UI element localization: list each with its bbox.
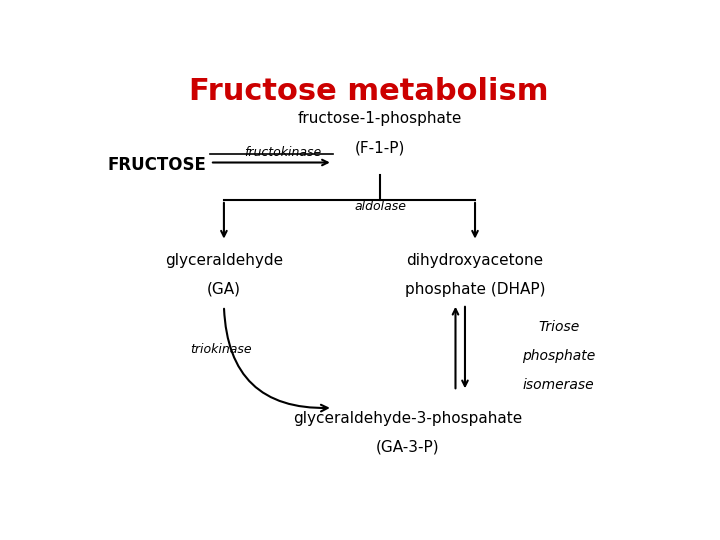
- Text: phosphate: phosphate: [522, 349, 595, 363]
- Text: glyceraldehyde-3-phospahate: glyceraldehyde-3-phospahate: [294, 411, 523, 426]
- Text: (F-1-P): (F-1-P): [355, 140, 405, 156]
- Text: Fructose metabolism: Fructose metabolism: [189, 77, 549, 106]
- Text: fructose-1-phosphate: fructose-1-phosphate: [298, 111, 462, 126]
- Text: (GA-3-P): (GA-3-P): [377, 440, 440, 455]
- Text: glyceraldehyde: glyceraldehyde: [165, 253, 283, 268]
- Text: triokinase: triokinase: [190, 343, 252, 356]
- Text: fructokinase: fructokinase: [244, 146, 321, 159]
- Text: FRUCTOSE: FRUCTOSE: [107, 156, 207, 173]
- Text: Triose: Triose: [538, 320, 580, 334]
- Text: isomerase: isomerase: [523, 378, 595, 392]
- Text: aldolase: aldolase: [354, 200, 406, 213]
- FancyArrowPatch shape: [224, 309, 328, 411]
- Text: phosphate (DHAP): phosphate (DHAP): [405, 282, 545, 297]
- Text: dihydroxyacetone: dihydroxyacetone: [407, 253, 544, 268]
- Text: (GA): (GA): [207, 282, 241, 297]
